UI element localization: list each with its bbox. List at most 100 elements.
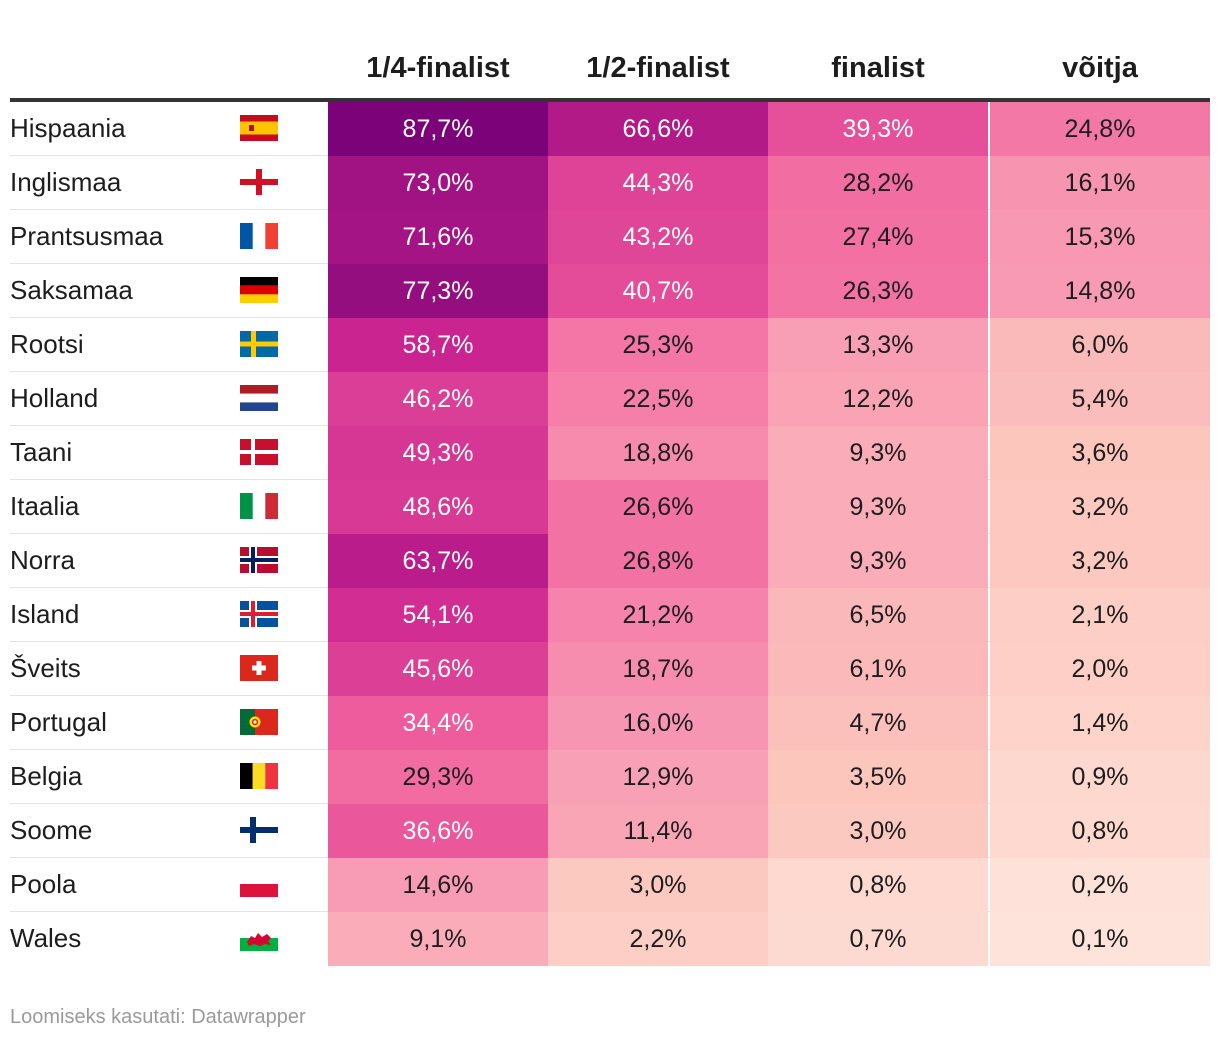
country-name: Belgia [10,761,83,791]
value-cell-1-2-finalist: 43,2% [548,210,768,264]
value-cell-finalist: 12,2% [768,372,988,426]
value-cell-1-2-finalist: 22,5% [548,372,768,426]
value-cell-1-4-finalist: 71,6% [328,210,548,264]
value-cell-1-2-finalist: 25,3% [548,318,768,372]
france-flag-icon [240,223,278,249]
country-name: Rootsi [10,329,84,359]
value-cell-voitja: 3,2% [990,534,1210,588]
value-cell-1-2-finalist: 16,0% [548,696,768,750]
value-cell-1-4-finalist: 49,3% [328,426,548,480]
country-name: Taani [10,437,73,467]
table-row: Portugal 34,4% 16,0% 4,7% 1,4% [10,696,1210,750]
value-cell-finalist: 26,3% [768,264,988,318]
value-cell-finalist: 0,8% [768,858,988,912]
value-cell-finalist: 6,1% [768,642,988,696]
value-cell-1-4-finalist: 14,6% [328,858,548,912]
country-name: Poola [10,869,77,899]
table-row: Hispaania 87,7% 66,6% 39,3% 24,8% [10,102,1210,156]
value-cell-voitja: 5,4% [990,372,1210,426]
value-cell-voitja: 0,9% [990,750,1210,804]
switzerland-flag-icon [240,655,278,681]
column-header-finalist: finalist [831,51,925,84]
column-header-1-2-finalist: 1/2-finalist [586,51,730,84]
value-cell-finalist: 39,3% [768,102,988,156]
country-name: Wales [10,923,82,953]
value-cell-1-2-finalist: 3,0% [548,858,768,912]
value-cell-voitja: 6,0% [990,318,1210,372]
value-cell-finalist: 6,5% [768,588,988,642]
value-cell-voitja: 0,1% [990,912,1210,966]
norway-flag-icon [240,547,278,573]
country-name: Saksamaa [10,275,133,305]
portugal-flag-icon [240,709,278,735]
table-row: Inglismaa 73,0% 44,3% 28,2% 16,1% [10,156,1210,210]
value-cell-1-2-finalist: 44,3% [548,156,768,210]
england-flag-icon [240,169,278,195]
sweden-flag-icon [240,331,278,357]
value-cell-1-4-finalist: 58,7% [328,318,548,372]
value-cell-1-4-finalist: 29,3% [328,750,548,804]
value-cell-voitja: 2,0% [990,642,1210,696]
table-row: Rootsi 58,7% 25,3% 13,3% 6,0% [10,318,1210,372]
table-row: Soome 36,6% 11,4% 3,0% 0,8% [10,804,1210,858]
wales-flag-icon [240,925,278,951]
value-cell-voitja: 0,8% [990,804,1210,858]
table-row: Island 54,1% 21,2% 6,5% 2,1% [10,588,1210,642]
country-name: Šveits [10,653,81,683]
value-cell-voitja: 15,3% [990,210,1210,264]
country-name: Island [10,599,80,629]
value-cell-1-2-finalist: 18,7% [548,642,768,696]
value-cell-1-2-finalist: 21,2% [548,588,768,642]
value-cell-voitja: 2,1% [990,588,1210,642]
value-cell-1-4-finalist: 45,6% [328,642,548,696]
value-cell-finalist: 9,3% [768,426,988,480]
country-name: Portugal [10,707,107,737]
table-row: Saksamaa 77,3% 40,7% 26,3% 14,8% [10,264,1210,318]
value-cell-voitja: 14,8% [990,264,1210,318]
value-cell-1-2-finalist: 12,9% [548,750,768,804]
value-cell-1-4-finalist: 9,1% [328,912,548,966]
value-cell-1-4-finalist: 48,6% [328,480,548,534]
country-name: Inglismaa [10,167,122,197]
value-cell-1-2-finalist: 66,6% [548,102,768,156]
value-cell-1-2-finalist: 26,6% [548,480,768,534]
netherlands-flag-icon [240,385,278,411]
value-cell-voitja: 3,2% [990,480,1210,534]
value-cell-1-2-finalist: 40,7% [548,264,768,318]
value-cell-1-2-finalist: 18,8% [548,426,768,480]
value-cell-1-4-finalist: 77,3% [328,264,548,318]
value-cell-finalist: 0,7% [768,912,988,966]
value-cell-finalist: 3,5% [768,750,988,804]
germany-flag-icon [240,277,278,303]
value-cell-1-4-finalist: 54,1% [328,588,548,642]
iceland-flag-icon [240,601,278,627]
value-cell-voitja: 3,6% [990,426,1210,480]
denmark-flag-icon [240,439,278,465]
poland-flag-icon [240,871,278,897]
country-name: Prantsusmaa [10,221,164,251]
country-name: Soome [10,815,93,845]
table-body: Hispaania 87,7% 66,6% 39,3% 24,8% Inglismaa 73… [10,102,1210,966]
table-row: Poola 14,6% 3,0% 0,8% 0,2% [10,858,1210,912]
source-note: Loomiseks kasutati: Datawrapper [10,1006,306,1028]
country-name: Itaalia [10,491,80,521]
country-name: Hispaania [10,113,126,143]
value-cell-1-4-finalist: 46,2% [328,372,548,426]
italy-flag-icon [240,493,278,519]
table-row: Wales 9,1% 2,2% 0,7% 0,1% [10,912,1210,966]
value-cell-voitja: 1,4% [990,696,1210,750]
value-cell-finalist: 9,3% [768,534,988,588]
spain-flag-icon [240,115,278,141]
table-header: 1/4-finalist 1/2-finalist finalist võitja [10,38,1210,102]
table-row: Holland 46,2% 22,5% 12,2% 5,4% [10,372,1210,426]
value-cell-1-4-finalist: 34,4% [328,696,548,750]
results-table: 1/4-finalist 1/2-finalist finalist võitja H… [10,38,1210,966]
value-cell-1-4-finalist: 87,7% [328,102,548,156]
value-cell-1-2-finalist: 11,4% [548,804,768,858]
value-cell-finalist: 3,0% [768,804,988,858]
value-cell-1-4-finalist: 36,6% [328,804,548,858]
value-cell-1-4-finalist: 73,0% [328,156,548,210]
value-cell-1-4-finalist: 63,7% [328,534,548,588]
value-cell-1-2-finalist: 26,8% [548,534,768,588]
table-row: Prantsusmaa 71,6% 43,2% 27,4% 15,3% [10,210,1210,264]
